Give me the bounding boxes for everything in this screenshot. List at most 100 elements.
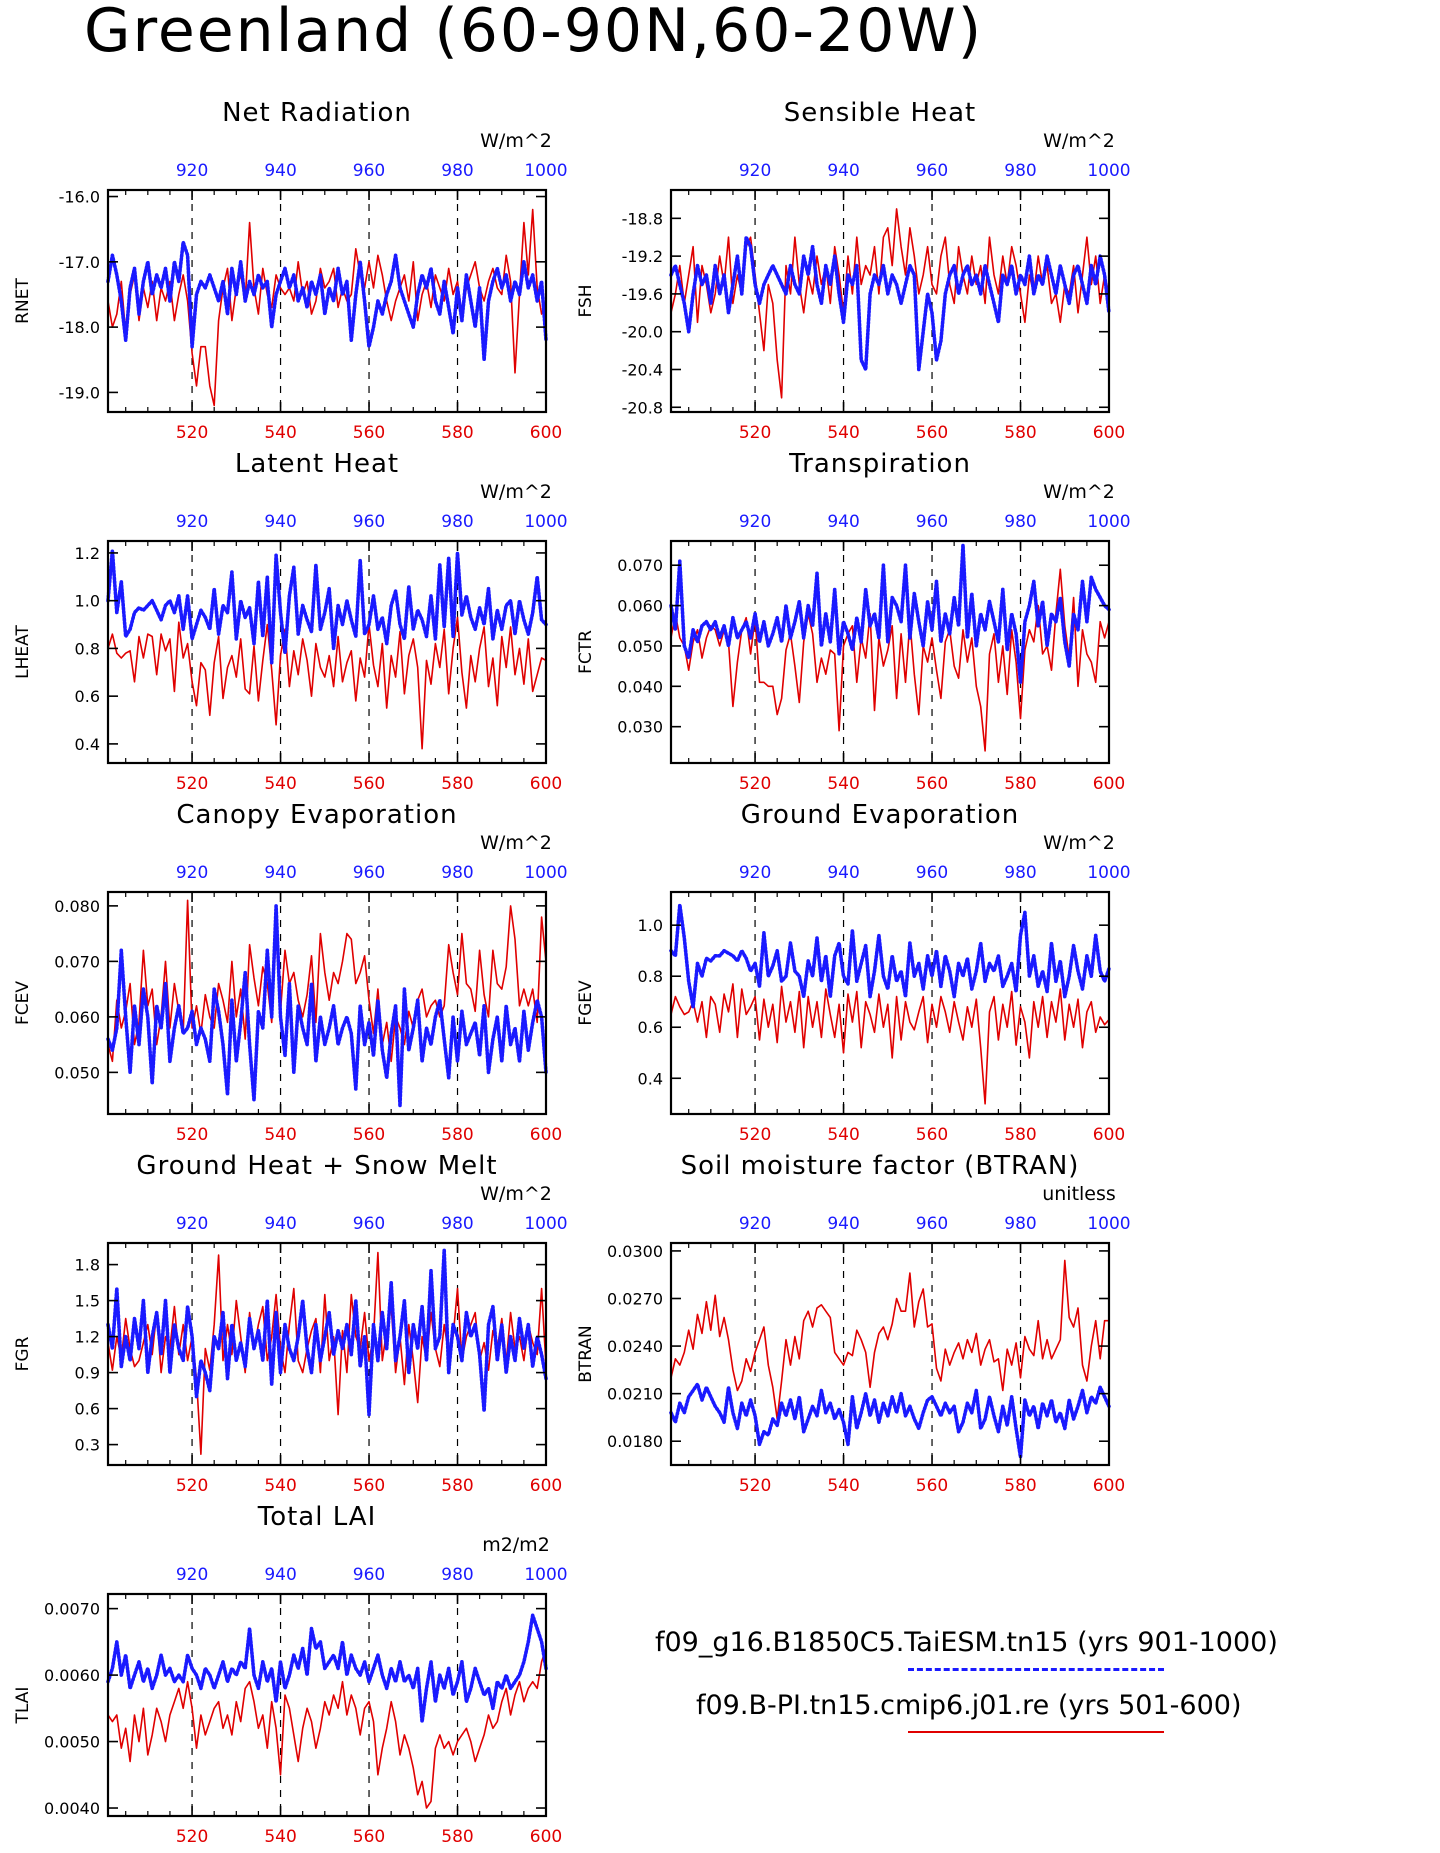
y-tick-label: -16.0 — [59, 188, 100, 207]
y-tick-label: 0.0240 — [607, 1337, 663, 1356]
series-line-blue — [106, 548, 548, 665]
x-tick-label-top: 980 — [441, 161, 473, 181]
panel-btran: Soil moisture factor (BTRAN)unitless BTRA… — [576, 1151, 1131, 1496]
x-tick-label-bottom: 520 — [176, 1827, 208, 1847]
legend-swatch-blue — [908, 1668, 1164, 1671]
y-tick-label: 0.8 — [638, 967, 663, 986]
x-tick-label-top: 920 — [176, 1214, 208, 1234]
y-axis-label: RNET — [13, 278, 33, 324]
panel-title: Ground Evaporation — [741, 800, 1019, 830]
panel-lheat: Latent Heat W/m^2 LHEAT 0.4 0.6 0.8 1.0 1.2 520 5… — [13, 449, 568, 794]
y-tick-label: 0.030 — [617, 718, 663, 737]
x-tick-label-top: 940 — [264, 1565, 296, 1585]
x-tick-label-top: 960 — [916, 161, 948, 181]
x-tick-label-top: 1000 — [1087, 1214, 1130, 1234]
units-label: W/m^2 — [480, 1183, 552, 1205]
y-tick-label: 0.050 — [54, 1063, 100, 1082]
x-tick-label-top: 980 — [441, 1214, 473, 1234]
y-tick-label: 0.4 — [638, 1069, 663, 1088]
x-tick-label-top: 980 — [441, 863, 473, 883]
series-line-red — [107, 616, 547, 750]
x-tick-label-top: 920 — [739, 512, 771, 532]
units-label: W/m^2 — [480, 832, 552, 854]
plot-frame — [669, 188, 1111, 414]
x-tick-label-bottom: 600 — [1093, 1125, 1125, 1145]
x-tick-label-top: 920 — [739, 863, 771, 883]
y-axis-label: TLAI — [13, 1687, 33, 1725]
y-tick-label: -19.2 — [622, 247, 663, 266]
series-line-blue — [106, 1613, 548, 1724]
x-tick-label-top: 940 — [827, 863, 859, 883]
x-tick-label-top: 960 — [353, 512, 385, 532]
x-tick-label-bottom: 560 — [916, 774, 948, 794]
panel-title: Ground Heat + Snow Melt — [136, 1151, 497, 1181]
x-tick-label-top: 980 — [1004, 863, 1036, 883]
y-tick-label: 1.0 — [638, 916, 663, 935]
y-tick-label: 0.060 — [54, 1008, 100, 1027]
x-tick-label-bottom: 520 — [739, 1476, 771, 1496]
panel-fctr: Transpiration W/m^2 FCTR 0.030 0.040 0.050 0.0… — [576, 449, 1131, 794]
x-tick-label-bottom: 600 — [1093, 423, 1125, 443]
series-line-blue — [106, 240, 548, 362]
x-tick-label-bottom: 600 — [530, 423, 562, 443]
plot-frame — [669, 1241, 1111, 1467]
x-tick-label-top: 1000 — [1087, 161, 1130, 181]
x-tick-label-bottom: 600 — [530, 1476, 562, 1496]
y-tick-label: 1.8 — [75, 1256, 100, 1275]
x-tick-label-bottom: 520 — [739, 1125, 771, 1145]
x-tick-label-top: 1000 — [524, 161, 567, 181]
units-label: W/m^2 — [480, 130, 552, 152]
x-tick-label-bottom: 600 — [530, 774, 562, 794]
units-label: W/m^2 — [480, 481, 552, 503]
legend-entry-red: f09.B-PI.tn15.cmip6.j01.re (yrs 501-600) — [696, 1690, 1242, 1721]
x-tick-label-bottom: 560 — [353, 1125, 385, 1145]
series-line-red — [107, 1648, 547, 1809]
x-tick-label-bottom: 580 — [441, 774, 473, 794]
y-tick-label: 0.0060 — [44, 1666, 100, 1685]
series-line-red — [670, 568, 1110, 752]
x-tick-label-bottom: 560 — [916, 423, 948, 443]
x-tick-label-top: 940 — [264, 161, 296, 181]
x-tick-label-bottom: 600 — [1093, 774, 1125, 794]
x-tick-label-bottom: 580 — [1004, 1125, 1036, 1145]
units-label: W/m^2 — [1043, 481, 1115, 503]
x-tick-label-bottom: 580 — [441, 1476, 473, 1496]
x-tick-label-bottom: 580 — [441, 1125, 473, 1145]
plot-frame — [669, 539, 1111, 765]
x-tick-label-bottom: 540 — [264, 774, 296, 794]
y-tick-label: 0.0050 — [44, 1733, 100, 1752]
y-axis-label: FGEV — [576, 980, 596, 1026]
y-tick-label: -20.0 — [622, 323, 663, 342]
panel-title: Soil moisture factor (BTRAN) — [681, 1151, 1080, 1181]
x-tick-label-top: 960 — [353, 1214, 385, 1234]
x-tick-label-bottom: 580 — [1004, 774, 1036, 794]
y-tick-label: 0.070 — [617, 556, 663, 575]
x-tick-label-bottom: 540 — [827, 1476, 859, 1496]
y-tick-label: 0.0300 — [607, 1242, 663, 1261]
y-tick-label: 0.8 — [75, 639, 100, 658]
x-tick-label-bottom: 600 — [530, 1827, 562, 1847]
units-label: W/m^2 — [1043, 130, 1115, 152]
x-tick-label-top: 920 — [739, 161, 771, 181]
panel-fgev: Ground Evaporation W/m^2 FGEV 0.4 0.6 0.8 1.0 5… — [576, 800, 1131, 1145]
x-tick-label-top: 980 — [441, 1565, 473, 1585]
y-tick-label: 0.050 — [617, 637, 663, 656]
x-tick-label-bottom: 520 — [176, 1125, 208, 1145]
plot-frame — [106, 188, 548, 414]
x-tick-label-top: 960 — [353, 1565, 385, 1585]
x-tick-label-top: 980 — [1004, 512, 1036, 532]
y-tick-label: 0.0180 — [607, 1432, 663, 1451]
x-tick-label-top: 980 — [1004, 1214, 1036, 1234]
y-tick-label: 0.0270 — [607, 1290, 663, 1309]
y-tick-label: 0.060 — [617, 597, 663, 616]
y-tick-label: -18.8 — [622, 209, 663, 228]
y-axis-label: FSH — [576, 284, 596, 317]
panel-fsh: Sensible Heat W/m^2 FSH -18.8 -19.2 -19.6 -20.… — [576, 98, 1131, 443]
x-tick-label-top: 980 — [1004, 161, 1036, 181]
y-tick-label: 0.6 — [75, 687, 100, 706]
plot-frame — [106, 890, 548, 1116]
panel-rnet: Net Radiation W/m^2 RNET -16.0 -17.0 -18.0 -19… — [13, 98, 568, 443]
x-tick-label-top: 1000 — [524, 863, 567, 883]
